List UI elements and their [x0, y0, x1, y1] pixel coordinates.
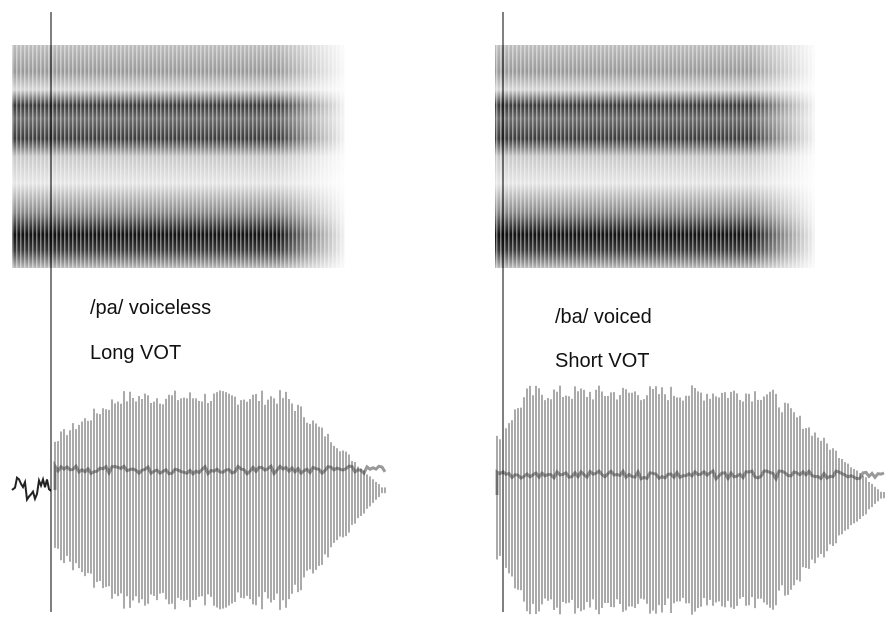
spectrogram-fade [495, 45, 815, 268]
spectrogram [12, 45, 345, 268]
spectrogram-fade [12, 45, 345, 268]
panel-label: /pa/ voiceless [90, 297, 211, 319]
waveform-envelope [53, 460, 387, 490]
waveform-envelope [495, 468, 885, 495]
spectrogram [495, 45, 815, 268]
vot-label: Short VOT [555, 350, 649, 372]
vot-label: Long VOT [90, 342, 181, 364]
panel-label: /ba/ voiced [555, 306, 652, 328]
waveform-noise [11, 475, 52, 503]
waveforms [11, 385, 885, 615]
